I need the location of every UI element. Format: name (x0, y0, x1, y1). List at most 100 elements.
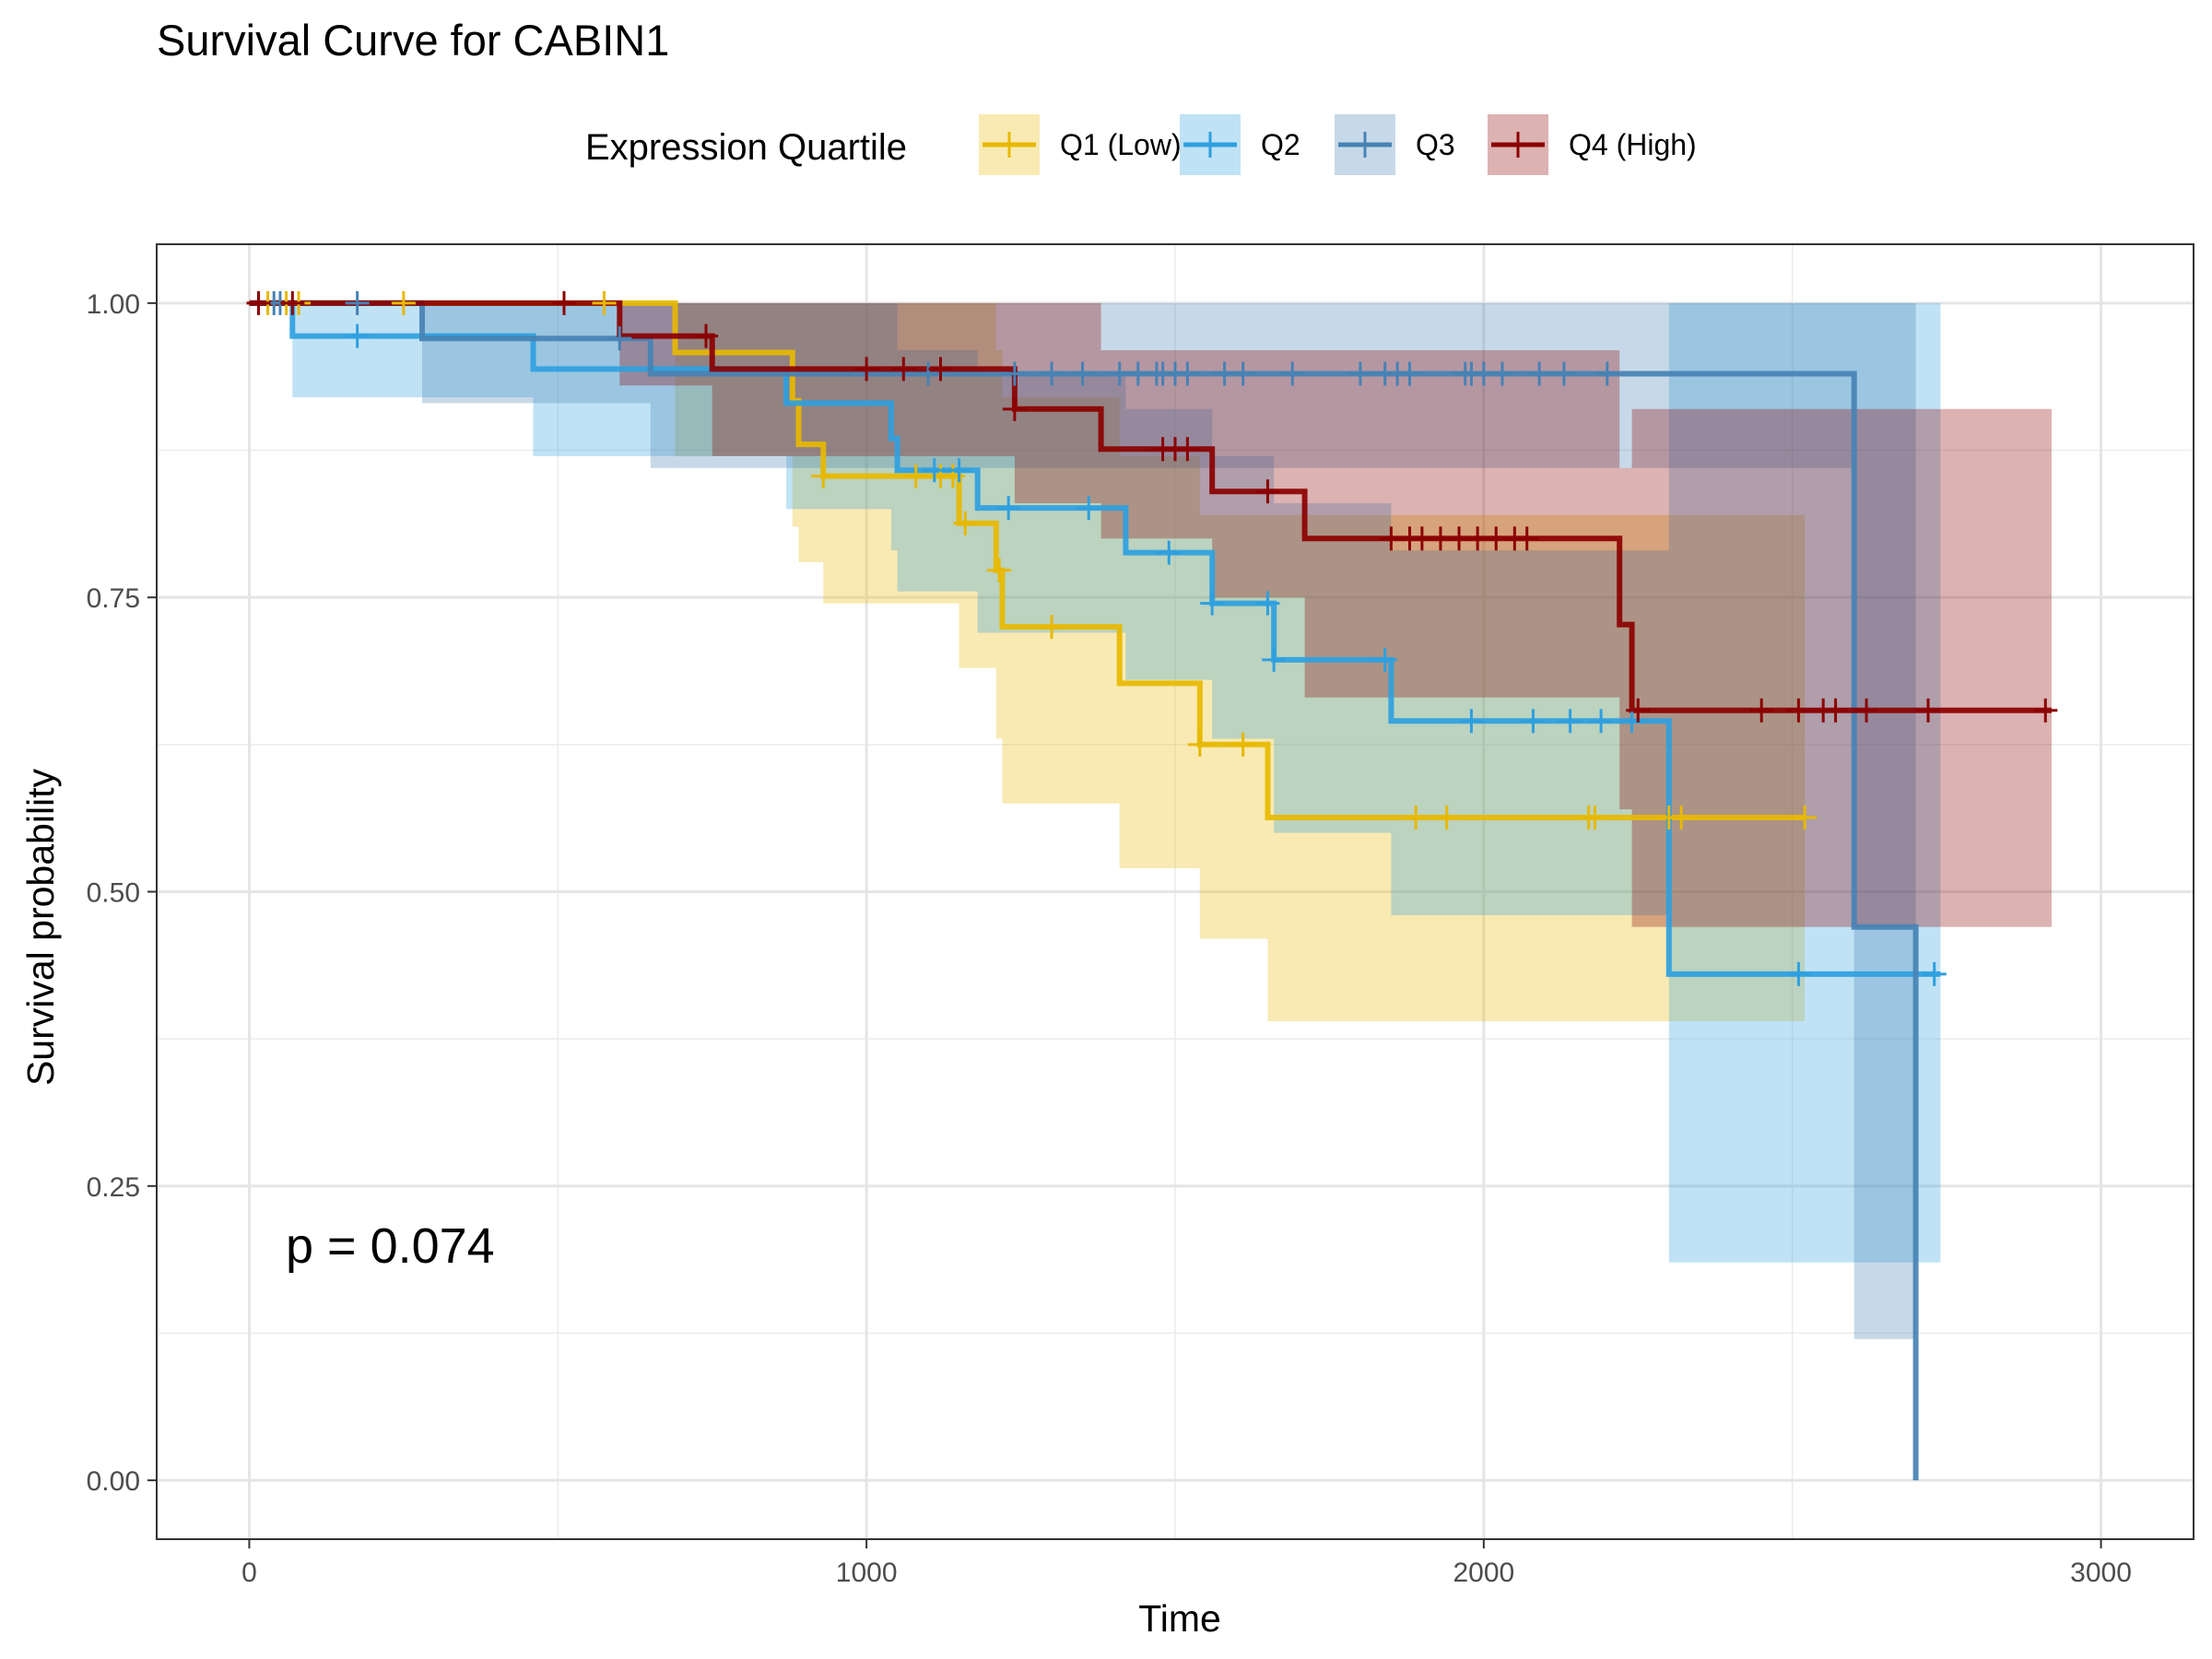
survival-line-q3 (249, 300, 1919, 1481)
censor-mark-q1-low (391, 290, 416, 315)
censor-mark-q4-high (1002, 396, 1027, 421)
censor-mark-q4-high (1255, 479, 1280, 504)
survival-line-q2 (249, 300, 1941, 977)
censor-mark-q3 (1527, 361, 1552, 386)
censor-mark-q4-high (891, 357, 916, 382)
censor-mark-q4-high (1175, 437, 1200, 462)
censor-mark-q1-low (940, 464, 965, 488)
censor-mark-q3 (345, 290, 370, 315)
censor-mark-q2 (1157, 540, 1182, 565)
legend-item-q4-high: Q4 (High) (1488, 114, 1697, 175)
censor-mark-q2 (1589, 709, 1614, 734)
censor-mark-q4-high (854, 357, 879, 382)
censor-mark-q2 (1077, 496, 1101, 521)
censor-marks (246, 290, 2058, 986)
censor-mark-q4-high (1854, 698, 1879, 723)
censor-mark-q3 (1040, 361, 1065, 386)
censor-mark-q4-high (1823, 698, 1848, 723)
legend-item-q2: Q2 (1180, 114, 1300, 175)
legend-label-q2: Q2 (1261, 128, 1300, 161)
censor-mark-q4-high (246, 290, 271, 315)
censor-mark-q4-high (552, 290, 576, 315)
censor-mark-q2 (1558, 709, 1583, 734)
censor-mark-q1-low (1230, 732, 1255, 757)
censor-mark-q1-low (1187, 732, 1212, 757)
censor-mark-q2 (996, 496, 1021, 521)
censor-mark-q3 (1594, 361, 1619, 386)
legend-item-q1-low: Q1 (Low) (979, 114, 1182, 175)
censor-mark-q4-high (1916, 698, 1941, 723)
legend-label-q4-high: Q4 (High) (1569, 128, 1697, 161)
censor-mark-q1-low (987, 558, 1012, 582)
censor-mark-q3 (916, 361, 941, 386)
censor-mark-q4-high (928, 357, 953, 382)
y-tick-label: 0.75 (87, 583, 140, 614)
y-tick-label: 1.00 (87, 289, 140, 320)
censor-mark-q4-high (694, 324, 719, 348)
y-tick-label: 0.25 (87, 1172, 140, 1203)
confidence-band-q4-high (249, 302, 2052, 927)
x-tick-label: 3000 (2070, 1558, 2132, 1588)
censor-mark-q1-low (1793, 806, 1818, 830)
censor-mark-q1-low (592, 290, 617, 315)
censor-mark-q2 (1372, 647, 1397, 672)
legend-item-q3: Q3 (1335, 114, 1455, 175)
censor-mark-q1-low (1434, 806, 1459, 830)
censor-mark-q2 (1521, 709, 1546, 734)
chart-title: Survival Curve for CABIN1 (157, 16, 669, 65)
censor-mark-q3 (1230, 361, 1255, 386)
legend-title: Expression Quartile (585, 127, 907, 168)
censor-mark-q3 (1175, 361, 1200, 386)
y-tick-label: 0.00 (87, 1466, 140, 1497)
censor-mark-q4-high (280, 290, 305, 315)
censor-mark-q2 (1619, 709, 1644, 734)
x-tick-label: 1000 (836, 1558, 898, 1588)
censor-mark-q1-low (811, 464, 836, 488)
censor-mark-q2 (1262, 647, 1287, 672)
censor-mark-q3 (1347, 361, 1372, 386)
censor-mark-q1-low (903, 464, 928, 488)
plot-panel (156, 243, 2194, 1540)
censor-mark-q4-high (1786, 698, 1811, 723)
censor-mark-q2 (1255, 591, 1280, 616)
censor-mark-q2 (922, 458, 947, 483)
censor-mark-q2 (345, 324, 370, 348)
censor-mark-q3 (1002, 361, 1027, 386)
censor-mark-q3 (1070, 361, 1095, 386)
censor-mark-q3 (1280, 361, 1305, 386)
censor-mark-q4-high (1749, 698, 1774, 723)
x-tick-label: 0 (241, 1558, 257, 1588)
y-axis-label: Survival probability (19, 768, 62, 1086)
censor-mark-q4-high (1626, 698, 1651, 723)
censor-mark-q4-high (2033, 698, 2058, 723)
censor-mark-q2 (1922, 961, 1947, 986)
confidence-band-q2 (249, 302, 1941, 1263)
censor-mark-q3 (1551, 361, 1576, 386)
censor-mark-q1-low (1583, 806, 1607, 830)
censor-mark-q2 (947, 458, 971, 483)
x-tick-label: 2000 (1453, 1558, 1514, 1588)
censor-mark-q3 (1489, 361, 1514, 386)
censor-mark-q2 (1786, 961, 1811, 986)
censor-mark-q2 (1200, 591, 1225, 616)
confidence-band-q3 (249, 302, 1916, 1481)
censor-mark-q3 (607, 326, 632, 351)
axes: 0 1000 2000 3000 0.00 0.25 0.50 0.75 1.00 (87, 289, 2132, 1588)
censor-mark-q3 (1397, 361, 1422, 386)
confidence-band-q1-low (249, 302, 1806, 1021)
y-tick-label: 0.50 (87, 878, 140, 909)
censor-mark-q2 (1459, 709, 1484, 734)
survival-line-q1-low (249, 300, 1806, 820)
x-axis-label: Time (1138, 1597, 1221, 1640)
legend: Expression Quartile Q1 (Low) Q2 Q3 Q4 (High… (585, 114, 1697, 175)
legend-label-q3: Q3 (1416, 128, 1455, 161)
censor-mark-q1-low (1404, 806, 1429, 830)
legend-label-q1-low: Q1 (Low) (1060, 128, 1182, 161)
censor-mark-q4-high (1514, 526, 1539, 551)
censor-mark-q1-low (953, 511, 978, 535)
censor-mark-q1-low (1669, 806, 1694, 830)
confidence-bands (249, 302, 2052, 1481)
censor-mark-q1-low (1040, 615, 1065, 640)
p-value-annotation: p = 0.074 (286, 1218, 495, 1274)
